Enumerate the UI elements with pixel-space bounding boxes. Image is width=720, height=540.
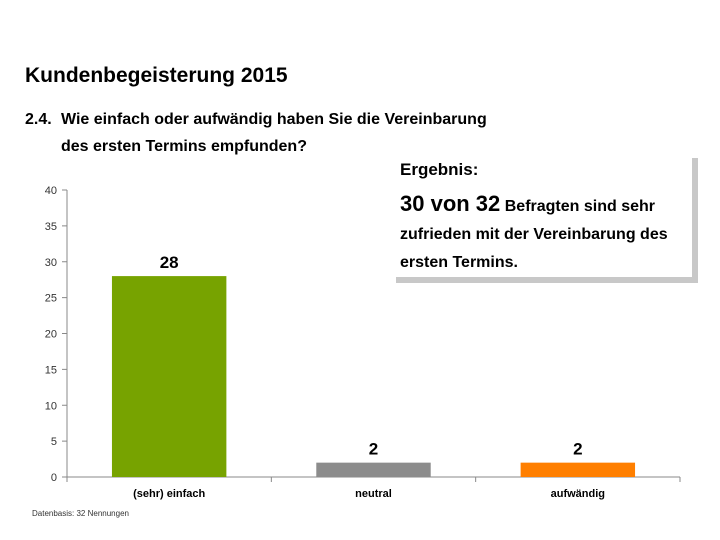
bar (520, 462, 636, 477)
result-body: Befragten sind sehr zufrieden mit der Ve… (400, 198, 668, 271)
y-tick-label: 25 (45, 293, 57, 305)
x-category-label: aufwändig (551, 488, 605, 500)
result-highlight: 30 von 32 (400, 191, 501, 216)
footnote: Datenbasis: 32 Nennungen (32, 509, 129, 518)
slide-title: Kundenbegeisterung 2015 (25, 64, 288, 87)
bar-value-label: 2 (573, 440, 582, 459)
question-line-2: des ersten Termins empfunden? (61, 138, 307, 155)
x-category-label: neutral (355, 488, 392, 500)
y-tick-label: 30 (45, 257, 57, 269)
bar (111, 276, 227, 477)
result-heading: Ergebnis: (400, 160, 479, 179)
y-tick-label: 35 (45, 221, 57, 233)
question-text: 2.4. Wie einfach oder aufwändig haben Sie… (25, 106, 487, 160)
y-tick-label: 5 (51, 436, 57, 448)
question-line-1: Wie einfach oder aufwändig haben Sie die… (61, 111, 487, 128)
result-text: 30 von 32 Befragten sind sehr zufrieden … (400, 190, 692, 277)
y-tick-label: 0 (51, 472, 57, 484)
bar-value-label: 2 (369, 440, 378, 459)
bar (316, 462, 431, 477)
y-tick-label: 15 (45, 364, 57, 376)
y-tick-label: 10 (45, 400, 57, 412)
y-tick-label: 40 (45, 185, 57, 197)
question-number: 2.4. (25, 111, 52, 128)
x-category-label: (sehr) einfach (133, 488, 205, 500)
bar-value-label: 28 (160, 253, 179, 272)
result-box: Ergebnis: 30 von 32 Befragten sind sehr … (390, 152, 692, 277)
y-tick-label: 20 (45, 329, 57, 341)
